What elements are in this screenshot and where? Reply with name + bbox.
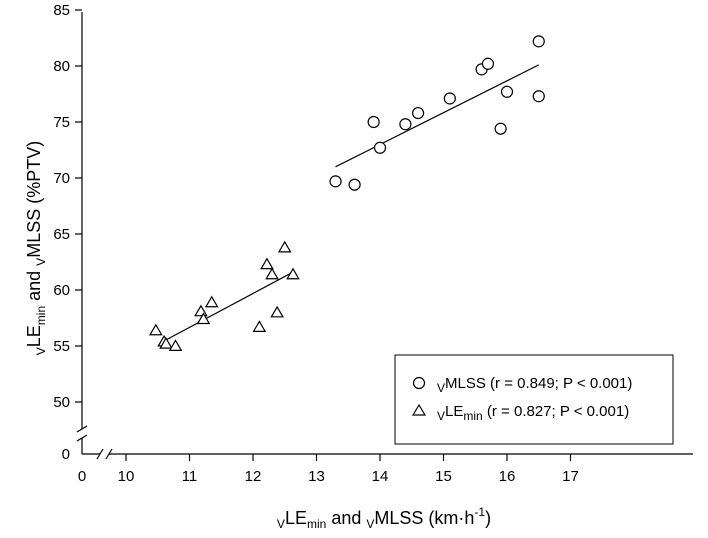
mlss-point xyxy=(532,35,545,48)
legend-circle-marker xyxy=(412,376,426,390)
x-tick-label: 13 xyxy=(308,468,325,485)
x-axis-break-mark xyxy=(96,448,104,460)
legend-box xyxy=(394,354,674,445)
y-tick-label: 60 xyxy=(53,282,70,299)
lemin-point xyxy=(149,323,163,336)
lemin-point xyxy=(196,312,211,325)
mlss-point xyxy=(329,175,342,188)
mlss-point xyxy=(500,85,514,98)
axes xyxy=(76,12,693,460)
y-tick-label: 80 xyxy=(53,58,70,75)
legend-label-mlss: VMLSS (r = 0.849; P < 0.001) xyxy=(437,375,632,395)
lemin-point xyxy=(265,267,279,280)
legend-entry-lemin: VLEmin (r = 0.827; P < 0.001) xyxy=(411,403,629,423)
y-tick-label: 70 xyxy=(53,170,70,187)
mlss-point xyxy=(367,115,380,129)
y-axis-break-mark xyxy=(76,425,88,433)
mlss-point xyxy=(532,90,545,103)
mlss-point xyxy=(399,118,412,131)
data-points xyxy=(149,35,545,351)
x-tick-label: 10 xyxy=(118,468,135,485)
lemin-point xyxy=(270,305,284,318)
mlss-point xyxy=(494,122,507,135)
regression-line-mlss xyxy=(335,64,540,168)
regression-line-lemin xyxy=(160,271,294,344)
legend-triangle-marker xyxy=(411,403,427,416)
x-axis-break-mark xyxy=(105,448,113,460)
y-tick-label: 75 xyxy=(53,114,70,131)
x-tick-label: 12 xyxy=(245,468,262,485)
mlss-point xyxy=(348,178,361,191)
x-tick-label: 16 xyxy=(499,468,516,485)
y-tick-label: 50 xyxy=(53,394,70,411)
regression-lines xyxy=(160,64,540,344)
lemin-point xyxy=(260,257,274,270)
x-tick-label: 14 xyxy=(372,468,389,485)
lemin-point xyxy=(277,240,292,253)
y-tick-label: 55 xyxy=(53,338,70,355)
lemin-point xyxy=(286,267,300,280)
y-axis-title: VLEmin and VMLSS (%PTV) xyxy=(24,141,48,356)
x-tick-label: 15 xyxy=(435,468,452,485)
lemin-point xyxy=(159,337,173,349)
tick-labels: 0 10 11 12 13 14 15 16 17 0 50 55 60 65 70 75 80 85 xyxy=(53,2,579,485)
lemin-point xyxy=(252,320,267,332)
x-axis-title: VLEmin and VMLSS (km·h-1) xyxy=(277,505,491,531)
y-tick-label: 65 xyxy=(53,226,70,243)
y-tick-label: 0 xyxy=(62,446,70,463)
mlss-point xyxy=(481,57,495,70)
x-tick-label: 17 xyxy=(562,468,579,485)
legend-label-lemin: VLEmin (r = 0.827; P < 0.001) xyxy=(437,403,629,423)
y-tick-label: 85 xyxy=(53,2,70,19)
y-axis-break-mark xyxy=(76,434,88,442)
mlss-point xyxy=(443,92,456,105)
mlss-point xyxy=(373,141,387,154)
tick-marks xyxy=(75,9,572,461)
x-tick-label: 11 xyxy=(182,468,198,485)
mlss-point xyxy=(412,106,425,120)
legend: VMLSS (r = 0.849; P < 0.001) VLEmin (r =… xyxy=(394,354,674,445)
lemin-point xyxy=(204,295,219,308)
lemin-point xyxy=(168,339,183,351)
x-tick-label: 0 xyxy=(78,468,86,485)
legend-entry-mlss: VMLSS (r = 0.849; P < 0.001) xyxy=(412,375,632,395)
